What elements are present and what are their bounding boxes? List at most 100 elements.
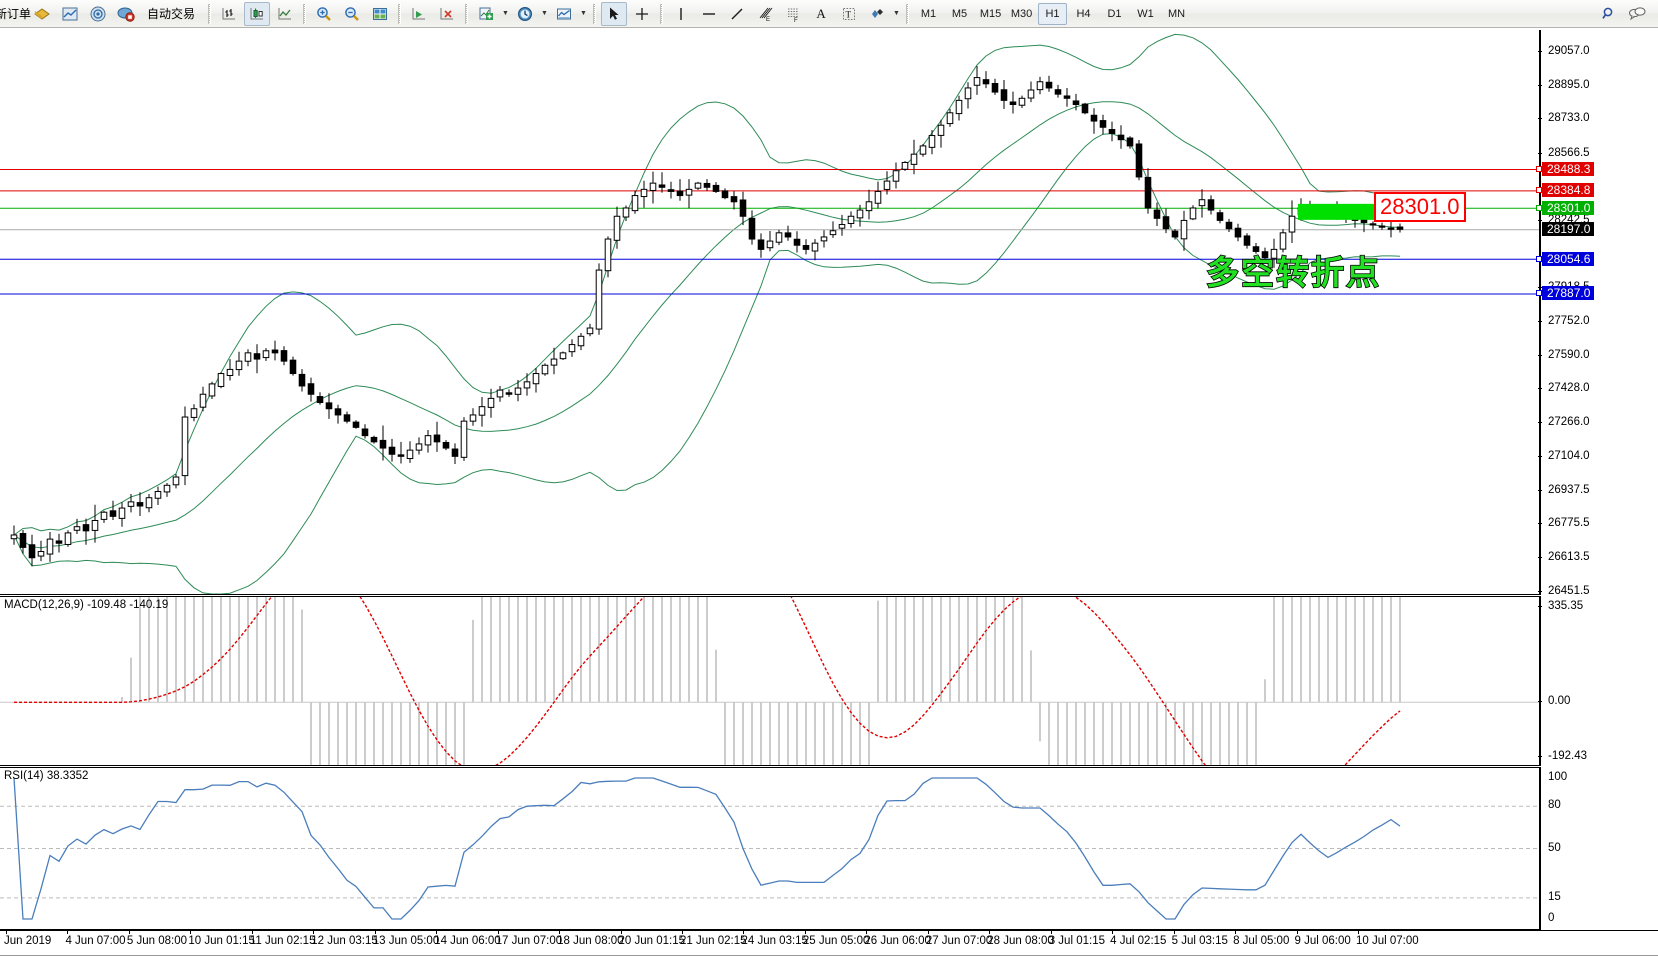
chart-window-icon[interactable] xyxy=(57,2,83,26)
toolbar-separator xyxy=(208,3,212,24)
toolbar-separator xyxy=(303,3,307,24)
price-axis-tick xyxy=(1538,388,1542,390)
time-axis-tick xyxy=(682,931,683,934)
new-order-button[interactable]: 新订单 xyxy=(0,2,31,26)
timeframe-m30[interactable]: M30 xyxy=(1010,7,1033,20)
candlestick-chart-icon[interactable] xyxy=(244,1,271,26)
signals-icon[interactable] xyxy=(85,2,111,26)
level-handle[interactable] xyxy=(1536,204,1542,211)
chart-annotation-text[interactable]: 多空转折点 xyxy=(1205,252,1381,293)
period-clock-icon[interactable] xyxy=(512,2,538,26)
scroll-end-icon[interactable] xyxy=(434,2,460,26)
time-axis-label: 4 Jul 02:15 xyxy=(1110,935,1167,947)
price-level-label-resistance[interactable]: 28488.3 xyxy=(1542,162,1595,176)
add-indicator-dropdown-arrow[interactable]: ▼ xyxy=(502,10,509,17)
level-handle[interactable] xyxy=(1536,166,1542,172)
time-axis-tick xyxy=(1112,931,1114,934)
timeframe-m1[interactable]: M1 xyxy=(920,7,937,20)
trendline-icon[interactable] xyxy=(724,2,750,26)
price-axis-label: 27104.0 xyxy=(1548,449,1590,462)
zoom-in-icon[interactable] xyxy=(311,2,337,26)
text-box-icon[interactable]: T xyxy=(836,2,862,26)
price-level-tag[interactable]: 28301.0 xyxy=(1374,192,1466,222)
price-axis-tick xyxy=(1538,286,1542,288)
horizontal-line-icon[interactable] xyxy=(696,2,722,26)
time-axis-label: 8 Jul 05:00 xyxy=(1233,935,1290,947)
line-chart-icon[interactable] xyxy=(272,2,298,26)
price-axis-tick xyxy=(1538,321,1542,323)
price-axis-tick xyxy=(1538,219,1542,221)
crosshair-icon[interactable] xyxy=(629,2,655,26)
macd-plot-area[interactable] xyxy=(0,597,1539,765)
time-axis-tick xyxy=(1235,931,1237,934)
chat-icon[interactable] xyxy=(1624,2,1650,26)
macd-pane[interactable]: MACD(12,26,9) -109.48 -140.19 xyxy=(0,596,1540,766)
timeframe-w1[interactable]: W1 xyxy=(1137,7,1154,20)
vertical-line-icon[interactable] xyxy=(668,2,694,26)
time-axis-label: 14 Jun 06:00 xyxy=(434,935,501,947)
timeframe-mn[interactable]: MN xyxy=(1167,7,1186,20)
time-axis-tick xyxy=(1050,931,1052,934)
price-axis-tick xyxy=(1538,51,1542,53)
price-axis-label: 28566.5 xyxy=(1548,146,1590,159)
time-axis-label: 9 Jul 06:00 xyxy=(1294,935,1351,947)
timeframe-h4[interactable]: H4 xyxy=(1076,7,1091,20)
tile-windows-icon[interactable] xyxy=(367,2,393,26)
level-handle[interactable] xyxy=(1536,290,1542,297)
price-chart-pane[interactable] xyxy=(0,30,1540,595)
price-axis[interactable]: 29057.028895.028733.028566.528242.527918… xyxy=(1536,30,1658,597)
price-level-label-support[interactable]: 27887.0 xyxy=(1542,286,1595,301)
level-handle[interactable] xyxy=(1536,255,1542,262)
svg-text:T: T xyxy=(846,9,852,19)
fibo-channel-icon[interactable]: E xyxy=(752,2,778,26)
templates-dropdown-arrow[interactable]: ▼ xyxy=(580,10,587,17)
price-axis-label: 27590.0 xyxy=(1548,348,1590,361)
timeframe-m15[interactable]: M15 xyxy=(979,7,1002,20)
zoom-out-icon[interactable] xyxy=(339,2,365,26)
time-axis[interactable]: Jun 2019 4 Jun 07:00 5 Jun 08:00 10 Jun 01:… xyxy=(0,930,1658,956)
timeframe-d1[interactable]: D1 xyxy=(1107,7,1122,20)
time-axis-tick xyxy=(1358,931,1359,934)
shapes-dropdown-arrow[interactable]: ▼ xyxy=(893,10,900,17)
period-dropdown-arrow[interactable]: ▼ xyxy=(541,10,548,17)
rsi-pane[interactable]: RSI(14) 38.3352 xyxy=(0,767,1540,930)
bar-chart-icon[interactable] xyxy=(216,2,242,26)
timeframe-m5[interactable]: M5 xyxy=(951,7,968,20)
time-axis-tick xyxy=(1296,931,1298,934)
price-plot-area[interactable] xyxy=(0,30,1539,594)
price-level-label-last-price[interactable]: 28197.0 xyxy=(1542,222,1595,237)
price-axis-label: 29057.0 xyxy=(1548,45,1590,58)
time-axis-label: 24 Jun 03:15 xyxy=(741,935,808,947)
time-axis-tick xyxy=(313,931,315,934)
toolbar-separator xyxy=(593,3,597,24)
time-axis-label: 25 Jun 05:00 xyxy=(802,935,870,947)
fibo-retracement-icon[interactable]: F xyxy=(780,2,806,26)
new-order-label: 新订单 xyxy=(0,7,32,21)
price-axis-label: 26451.5 xyxy=(1548,584,1590,597)
timeframe-h1[interactable]: H1 xyxy=(1038,2,1068,25)
price-axis-tick xyxy=(1538,523,1542,525)
search-icon[interactable] xyxy=(1596,2,1622,26)
cursor-icon[interactable] xyxy=(601,1,628,26)
price-level-label-target[interactable]: 28301.0 xyxy=(1542,200,1595,215)
new-order-icon[interactable] xyxy=(29,2,55,26)
templates-icon[interactable] xyxy=(551,2,577,26)
add-indicator-icon[interactable] xyxy=(473,2,499,26)
rsi-axis-label: 80 xyxy=(1548,799,1561,812)
price-level-label-resistance[interactable]: 28384.8 xyxy=(1542,183,1595,198)
level-handle[interactable] xyxy=(1536,187,1542,194)
autotrade-label: 自动交易 xyxy=(147,7,196,21)
macd-axis-label: -192.43 xyxy=(1548,750,1588,762)
rsi-plot-area[interactable] xyxy=(0,768,1539,929)
shapes-icon[interactable] xyxy=(864,2,890,26)
autotrade-icon[interactable] xyxy=(113,2,139,26)
time-axis-tick xyxy=(374,931,376,934)
price-axis-tick xyxy=(1538,118,1542,120)
price-axis-label: 26613.5 xyxy=(1548,551,1590,564)
text-label-icon[interactable]: A xyxy=(816,5,826,21)
scroll-start-icon[interactable] xyxy=(406,2,432,26)
time-axis-label: 21 Jun 02:15 xyxy=(680,935,747,947)
time-axis-label: 28 Jun 08:00 xyxy=(987,935,1054,947)
price-level-label-support[interactable]: 28054.6 xyxy=(1542,251,1595,266)
autotrade-button[interactable]: 自动交易 xyxy=(141,2,203,26)
